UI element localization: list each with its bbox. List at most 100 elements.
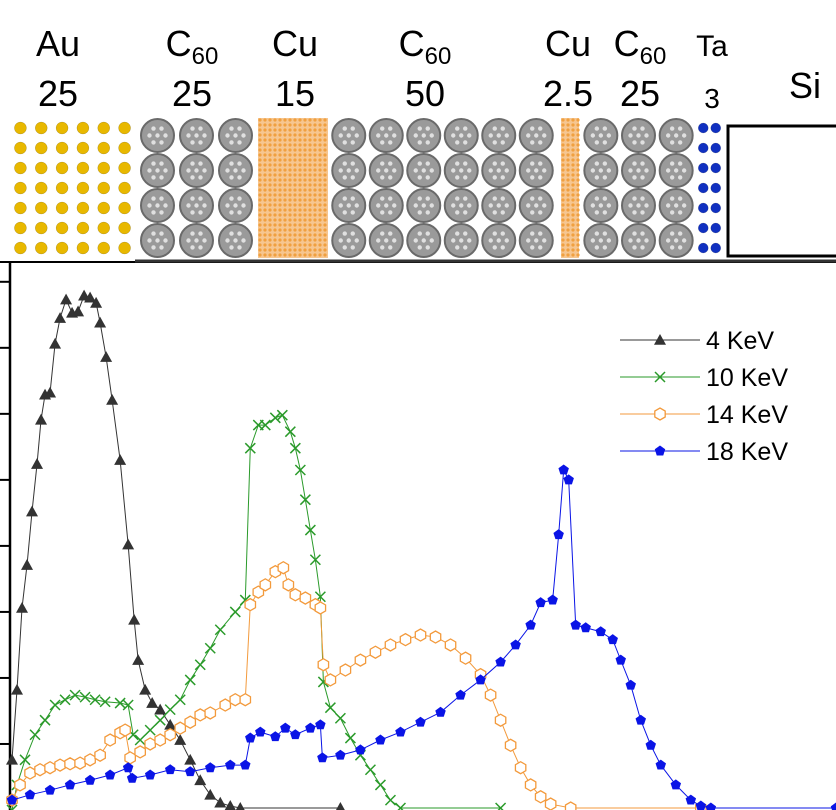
atom <box>14 141 27 155</box>
atom <box>258 248 262 252</box>
c60-ring <box>669 161 675 166</box>
data-point <box>547 594 558 605</box>
data-point <box>29 729 41 741</box>
c60-ring <box>602 175 608 180</box>
atom <box>298 153 302 157</box>
data-point <box>289 588 302 602</box>
data-point <box>6 794 18 805</box>
data-point <box>146 697 159 708</box>
data-point <box>60 293 73 305</box>
atom <box>576 128 580 132</box>
c60-ring <box>602 126 608 131</box>
c60-ring <box>632 175 637 180</box>
c60-ring <box>425 231 430 236</box>
c60-ring <box>338 168 343 173</box>
atom <box>318 158 322 162</box>
atom <box>571 173 575 177</box>
atom <box>571 178 575 182</box>
atom <box>313 163 317 167</box>
c60-ring <box>606 203 612 208</box>
c60-ring <box>628 168 633 173</box>
atom <box>283 193 287 197</box>
data-point <box>670 779 682 790</box>
atom <box>55 121 69 135</box>
c60-ring <box>455 210 460 215</box>
atom <box>293 208 297 212</box>
data-point <box>59 694 71 706</box>
atom <box>288 163 292 167</box>
atom <box>278 248 282 252</box>
c60-ring <box>233 203 238 208</box>
marker-stroke <box>244 442 256 454</box>
atom <box>268 218 272 222</box>
data-point <box>414 628 427 642</box>
data-point <box>104 733 116 747</box>
atom <box>293 123 297 127</box>
atom <box>97 201 110 215</box>
data-point <box>534 790 547 804</box>
atom <box>308 208 312 212</box>
atom <box>323 208 327 212</box>
atom <box>313 128 317 132</box>
atom <box>561 158 565 162</box>
atom <box>14 121 27 135</box>
data-point <box>134 734 146 746</box>
atom <box>263 228 267 232</box>
data-point <box>119 723 131 737</box>
atom <box>303 138 307 142</box>
atom <box>576 233 580 237</box>
series-4-kev <box>6 289 345 810</box>
atom <box>263 238 267 242</box>
c60-ring <box>233 168 238 173</box>
marker-stroke <box>324 702 336 714</box>
layer-thickness-label: 25 <box>172 73 212 114</box>
atom <box>298 238 302 242</box>
c60-ring <box>496 168 501 173</box>
atom <box>303 248 307 252</box>
substrate-label: Si <box>789 65 821 106</box>
c60-ring <box>492 175 497 180</box>
c60-ring <box>628 133 633 138</box>
data-point <box>84 774 96 785</box>
c60-ring <box>463 126 468 131</box>
c60-ring <box>504 203 509 208</box>
atom <box>710 142 721 154</box>
c60-ring <box>636 238 641 243</box>
atom <box>298 173 302 177</box>
atom <box>283 213 287 217</box>
atom <box>273 218 277 222</box>
data-point <box>289 442 301 454</box>
atom <box>576 198 580 202</box>
atom <box>268 248 272 252</box>
atom <box>258 148 262 152</box>
c60-ring <box>451 168 456 173</box>
atom <box>35 121 48 135</box>
atom <box>273 133 277 137</box>
c60-ring <box>384 168 389 173</box>
data-point <box>235 802 245 810</box>
data-point <box>269 412 281 424</box>
layer-material: C <box>166 23 192 64</box>
data-point <box>399 632 412 647</box>
c60-ring <box>459 133 464 138</box>
atom <box>566 253 570 257</box>
data-point <box>558 464 569 475</box>
atom <box>323 243 327 247</box>
atom <box>303 218 307 222</box>
atom <box>293 133 297 137</box>
c60-ring <box>530 245 535 250</box>
data-point <box>595 626 606 637</box>
atom <box>263 148 267 152</box>
c60-ring <box>229 126 234 131</box>
atom <box>288 183 292 187</box>
data-point <box>394 802 407 810</box>
atom <box>273 168 277 172</box>
c60-ring <box>350 175 355 180</box>
atom <box>298 178 302 182</box>
atom <box>278 123 282 127</box>
atom <box>571 193 575 197</box>
c60-ring <box>413 168 418 173</box>
atom <box>293 183 297 187</box>
legend-entry: 14 KeV <box>620 401 788 429</box>
atom <box>561 148 565 152</box>
